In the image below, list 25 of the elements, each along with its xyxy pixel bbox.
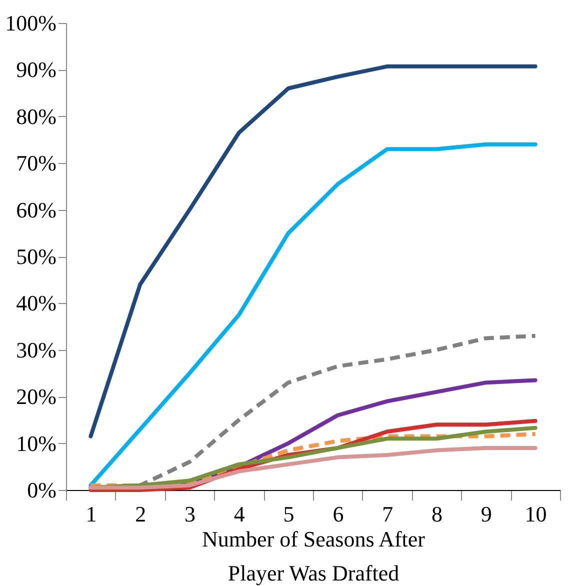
x-tick-label: 2	[135, 502, 146, 526]
y-tick-label: 100%	[5, 10, 56, 36]
x-axis-title: Number of Seasons After Player Was Drafted	[202, 526, 426, 586]
x-tick-label: 10	[524, 502, 547, 526]
x-tick-label: 7	[382, 502, 394, 526]
y-tick-label: 60%	[16, 197, 56, 222]
x-tick-label: 1	[86, 502, 97, 526]
line-series	[88, 446, 538, 490]
line-series	[88, 64, 538, 438]
y-tick-label: 80%	[16, 104, 56, 129]
y-tick-label: 40%	[16, 290, 56, 316]
y-tick-label: 20%	[16, 384, 56, 410]
y-tick-label: 70%	[16, 150, 56, 176]
x-tick-label: 9	[480, 502, 492, 526]
y-tick-label: 50%	[16, 244, 56, 269]
y-tick-label: 0%	[27, 478, 56, 502]
x-tick-label: 6	[332, 502, 344, 526]
line-series	[88, 142, 538, 488]
x-tick-label: 5	[283, 502, 294, 526]
y-tick-label: 30%	[16, 337, 56, 362]
x-tick-label: 3	[184, 502, 196, 526]
y-tick-label: 90%	[16, 57, 56, 82]
x-tick-label: 4	[234, 502, 245, 526]
x-tick-label: 8	[432, 502, 442, 526]
y-tick-label: 10%	[16, 430, 56, 456]
